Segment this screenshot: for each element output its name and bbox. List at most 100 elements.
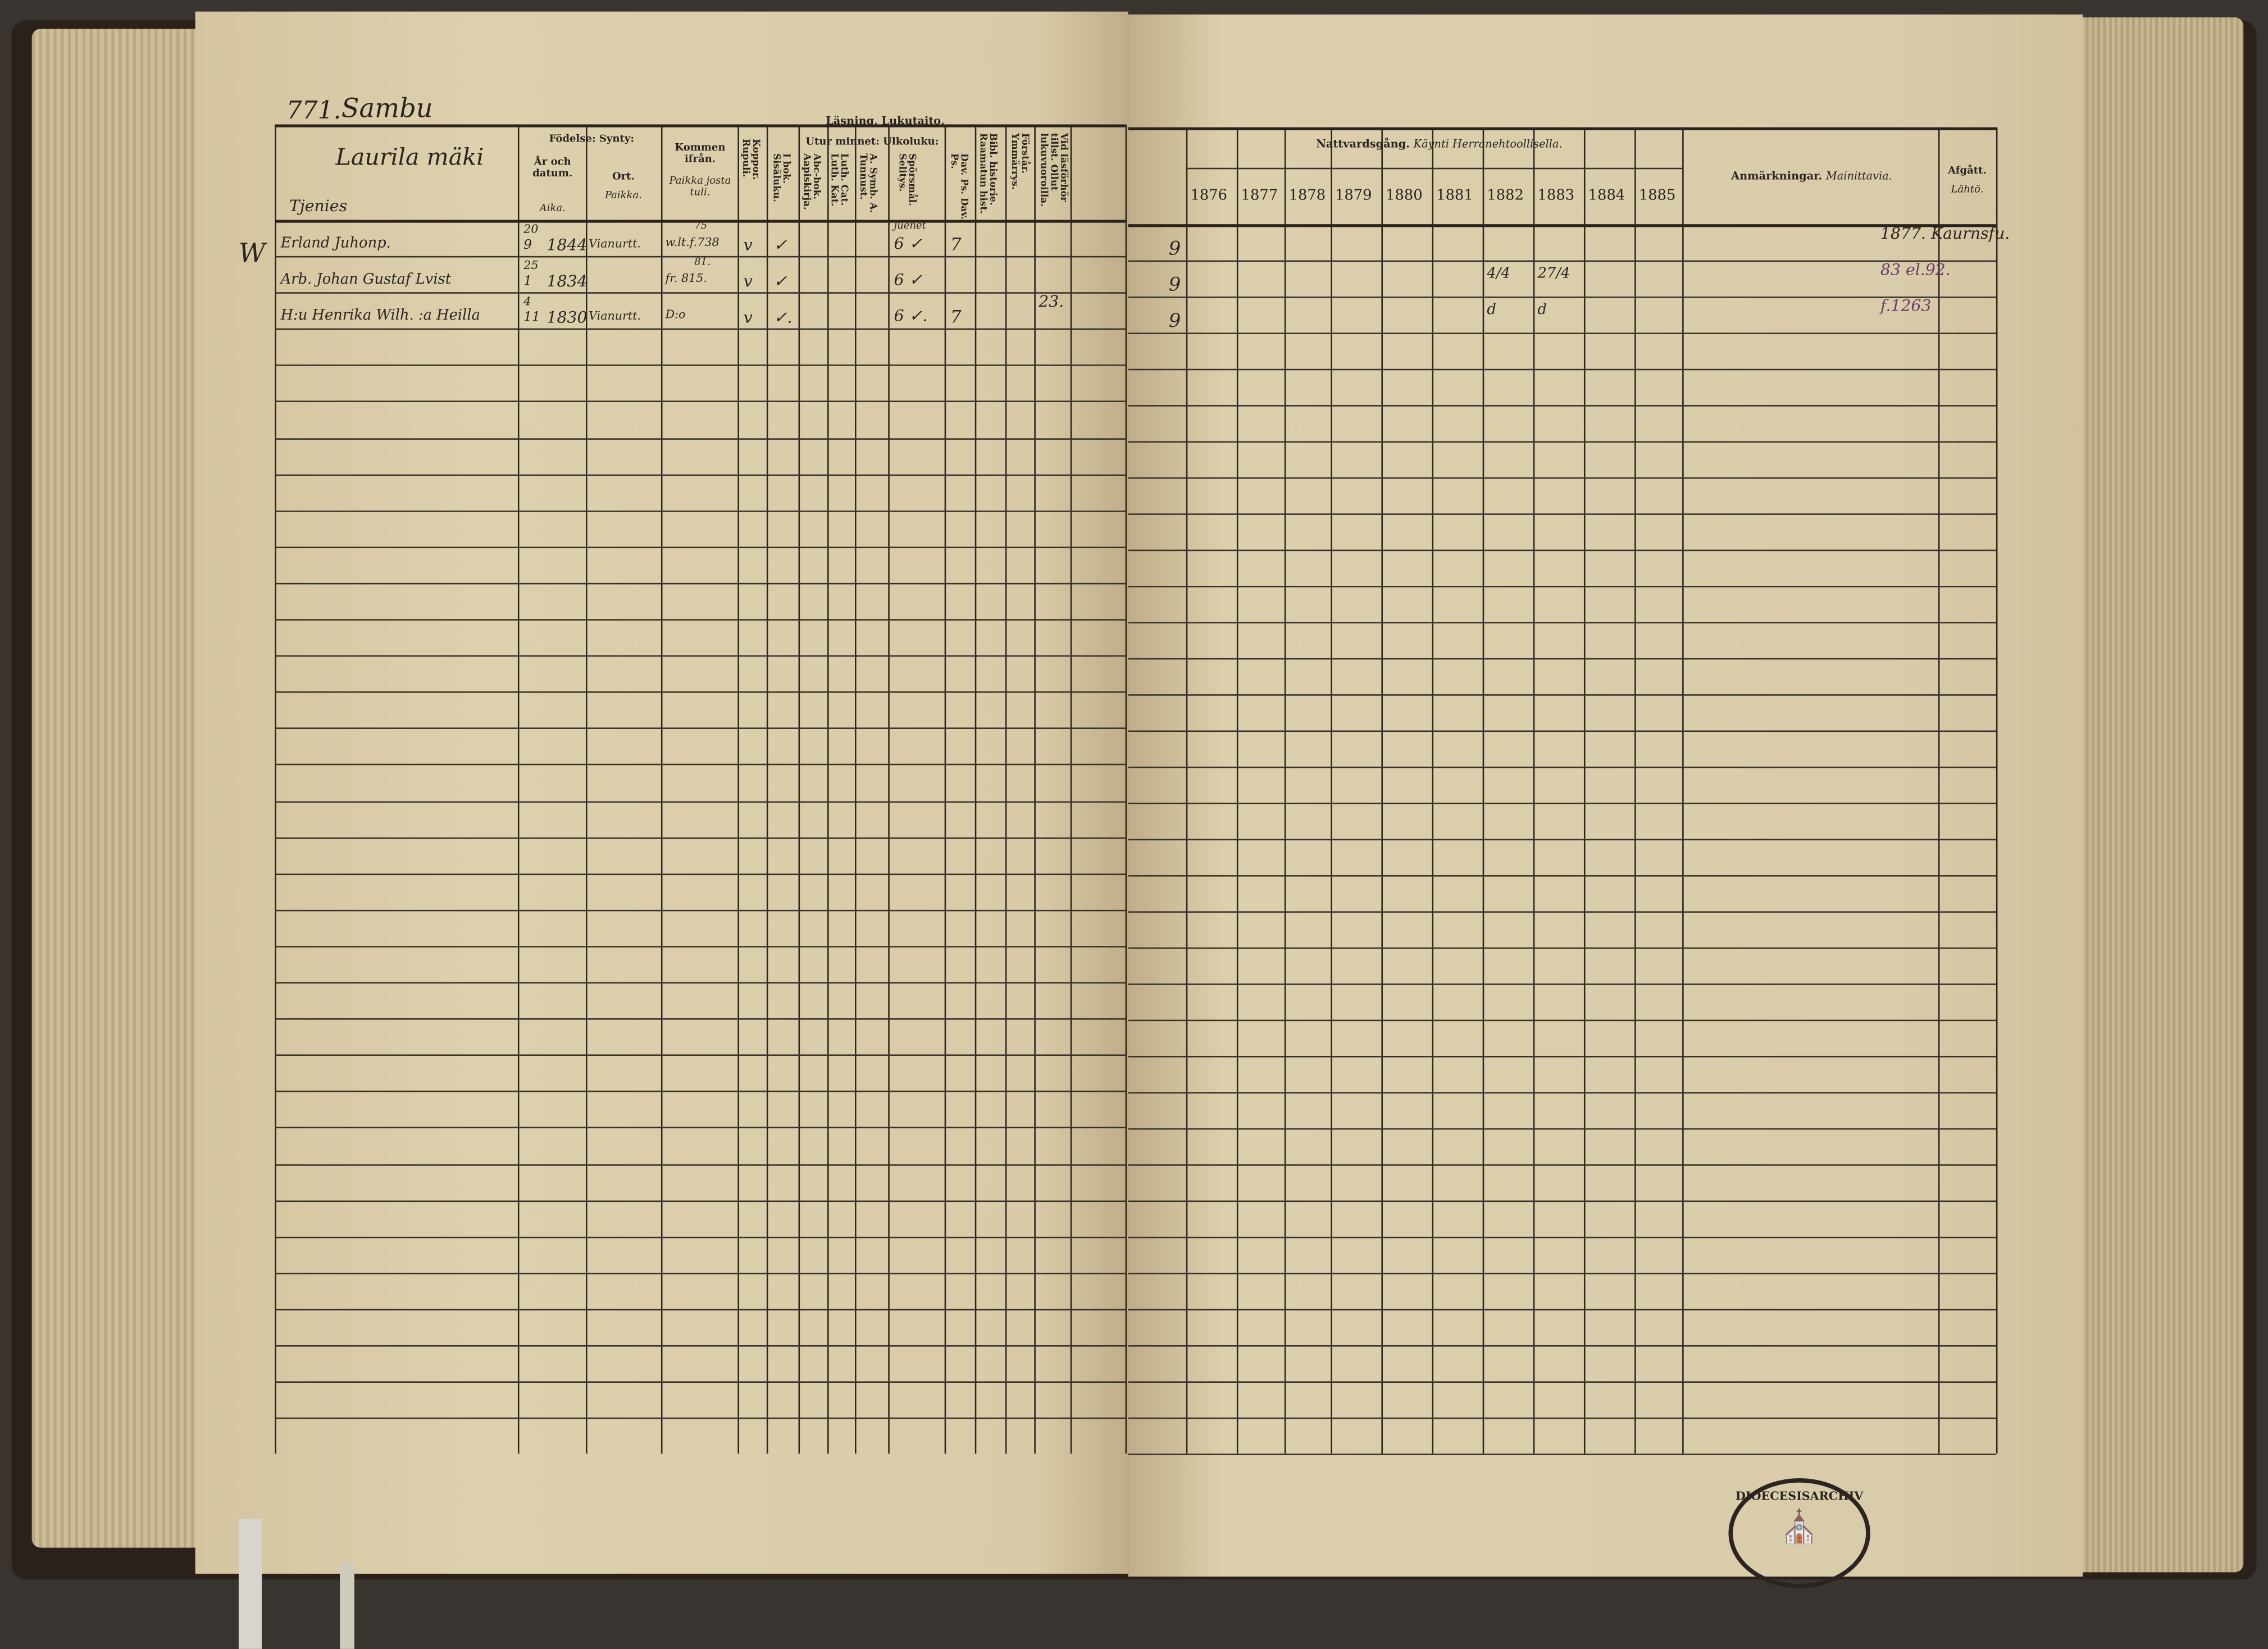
column-line [1331,127,1332,1454]
i-bok-mark: ✓ [773,235,787,255]
row-line [1128,260,1996,262]
column-line [1284,127,1286,1454]
stamp-text: DIOECESISARCHIV [1736,1488,1864,1503]
column-line [766,124,768,1454]
row-line [275,655,1126,657]
row-line [1128,1019,1996,1022]
row-line [1128,1128,1996,1130]
page-edges-left [31,29,203,1548]
row-line [275,1091,1126,1093]
row-line [1128,875,1996,877]
year-header: 1884 [1588,188,1625,204]
row-line [1128,766,1996,768]
column-line [855,124,857,1454]
sporsmal-header: Spörsmål. Selitys. [896,153,918,206]
row-line [275,800,1126,803]
row-line [1128,622,1996,623]
kommen-fi-header: Paikka josta tuli. [669,175,731,198]
koppor-mark: v [743,235,753,255]
column-line [737,124,739,1454]
koppor-header: Koppor. Rupuli. [740,139,762,180]
year-header-line [1186,167,1683,170]
kommen-from: w.lt.f.738 [665,235,719,249]
row-line [275,909,1126,911]
row-line [275,473,1126,476]
row-line [1128,803,1996,804]
entry-name: Erland Juhonp. [280,235,391,252]
birth-month: 9 [523,238,532,253]
row-line [1128,405,1996,407]
header-top-line [1128,127,1996,130]
entry-mark: W [238,238,266,270]
kommen-from: fr. 815. [665,272,707,285]
nattvard-fi: Käynti Herranehtoollisella. [1413,137,1563,151]
row-line [275,1345,1126,1347]
year-header: 1879 [1335,188,1372,204]
row-line [275,365,1126,367]
entry-name: Arb. Johan Gustaf Lvist [280,272,452,288]
row-line [275,1200,1126,1202]
communion-1883: d [1537,302,1547,318]
vid-lasforhor-value: 23. [1039,292,1064,311]
ort-header: Ort. [612,169,635,183]
forstar-header: Förstår. Ymmärrys. [1009,133,1031,190]
row-line [275,1309,1126,1310]
row-line [1128,332,1996,334]
row-line [1128,477,1996,479]
anmarkningar-fi: Mainittavia. [1826,169,1892,183]
column-line [1482,127,1484,1454]
row-line [1128,1381,1996,1383]
row-line [275,1381,1126,1383]
column-line [798,124,800,1454]
row-line [275,1418,1126,1419]
row-line [275,1272,1126,1274]
year-header: 1878 [1288,188,1326,204]
row-line [275,1054,1126,1056]
row-line [275,256,1126,258]
column-line [1938,127,1940,1454]
farm-name: Laurila mäki [335,143,484,171]
year-header: 1885 [1638,188,1676,204]
row-line [275,764,1126,766]
sporsmal-note: juenet [894,220,926,232]
header-top-line [275,124,1126,127]
column-line [1533,127,1535,1454]
row-line [275,582,1126,585]
row-line [1128,1273,1996,1274]
row-line [1128,911,1996,913]
birth-day: 20 [523,222,539,236]
koppor-mark: v [743,272,753,291]
anmarkningar-header: Anmärkningar. Mainittavia. [1685,169,1938,183]
dav-mark: 7 [950,307,962,327]
birth-year: 1830 [546,308,588,327]
year-header: 1883 [1537,188,1575,204]
lasning-header: Läsning, Lukutaito, [826,114,945,127]
dav-mark: 7 [950,234,962,255]
row-line [1128,1164,1996,1166]
row-line [275,1163,1126,1165]
i-bok-header: I bok. Sisäluku. [771,153,793,202]
communion-1882: d [1487,302,1496,318]
year-header: 1877 [1241,188,1278,204]
communion-1882: 4/4 [1487,266,1510,283]
entry-name: H:u Henrika Wilh. :a Heilla [280,308,480,325]
vid-lasforhor-header: Vid läsförhör tillst. Ollut lukuvuoroill… [1038,133,1070,207]
page-number: 771. [286,97,341,126]
communion-mark: 9 [1168,311,1181,333]
afgatt-entry: 83 el.92. [1880,260,1951,280]
year-header: 1880 [1386,188,1423,204]
anmarkningar-sv: Anmärkningar. [1731,169,1823,183]
ar-datum-header: År och datum. [532,154,573,179]
sporsmal-mark: 6 ✓ [894,270,923,290]
koppor-mark: v [743,308,753,327]
paikka-header: Paikka. [604,189,643,201]
row-line [1128,1236,1996,1238]
row-line [275,873,1126,875]
column-line [1432,127,1434,1454]
row-line [1128,839,1996,841]
column-line [827,124,829,1454]
column-line [888,124,890,1454]
row-line [275,619,1126,621]
column-line [974,124,977,1454]
row-line [1128,296,1996,298]
